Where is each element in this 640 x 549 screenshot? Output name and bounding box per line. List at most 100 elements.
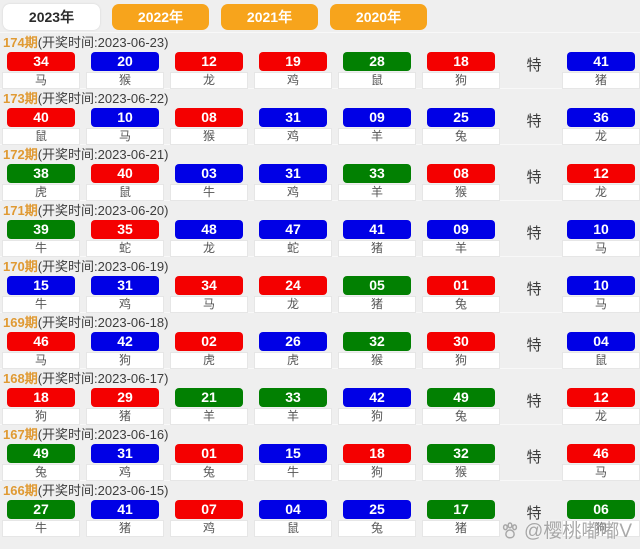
special-ball-cell: 06 狗 bbox=[562, 500, 640, 537]
number-ball: 31 bbox=[259, 108, 327, 127]
number-ball-cell: 30 狗 bbox=[422, 332, 500, 369]
year-tabbar: 2023年 2022年 2021年 2020年 bbox=[0, 0, 640, 32]
number-ball-cell: 12 龙 bbox=[170, 52, 248, 89]
number-ball: 18 bbox=[343, 444, 411, 463]
zodiac-label: 猴 bbox=[86, 72, 164, 89]
zodiac-label: 牛 bbox=[254, 464, 332, 481]
draw-header: 173期(开奖时间:2023-06-22) bbox=[0, 89, 640, 108]
number-ball: 40 bbox=[91, 164, 159, 183]
zodiac-label: 虎 bbox=[254, 352, 332, 369]
tab-year-2020[interactable]: 2020年 bbox=[330, 4, 427, 30]
zodiac-label: 猴 bbox=[170, 128, 248, 145]
number-ball: 21 bbox=[175, 388, 243, 407]
number-ball-cell: 41 猪 bbox=[338, 220, 416, 257]
number-ball-cell: 15 牛 bbox=[254, 444, 332, 481]
balls-row: 18 狗 29 猪 21 羊 33 羊 42 狗 49 兔特 12 龙 bbox=[0, 388, 640, 425]
zodiac-label: 牛 bbox=[2, 296, 80, 313]
special-marker: 特 bbox=[526, 393, 542, 410]
number-ball-cell: 47 蛇 bbox=[254, 220, 332, 257]
zodiac-label: 羊 bbox=[338, 128, 416, 145]
special-ball-cell: 36 龙 bbox=[562, 108, 640, 145]
balls-row: 46 马 42 狗 02 虎 26 虎 32 猴 30 狗特 04 鼠 bbox=[0, 332, 640, 369]
zodiac-label: 牛 bbox=[2, 240, 80, 257]
number-ball: 41 bbox=[91, 500, 159, 519]
number-ball: 10 bbox=[91, 108, 159, 127]
number-ball: 19 bbox=[259, 52, 327, 71]
special-marker: 特 bbox=[526, 57, 542, 74]
number-ball: 01 bbox=[427, 276, 495, 295]
number-ball-cell: 07 鸡 bbox=[170, 500, 248, 537]
zodiac-label: 鸡 bbox=[86, 296, 164, 313]
number-ball: 01 bbox=[175, 444, 243, 463]
number-ball-cell: 31 鸡 bbox=[254, 164, 332, 201]
number-ball: 25 bbox=[427, 108, 495, 127]
number-ball: 18 bbox=[7, 388, 75, 407]
number-ball: 49 bbox=[7, 444, 75, 463]
zodiac-label: 鸡 bbox=[254, 184, 332, 201]
zodiac-label: 猪 bbox=[86, 520, 164, 537]
number-ball-cell: 08 猴 bbox=[422, 164, 500, 201]
draw-header: 170期(开奖时间:2023-06-19) bbox=[0, 257, 640, 276]
draw-block: 167期(开奖时间:2023-06-16) 49 兔 31 鸡 01 兔 15 牛 18 狗 32 猴特… bbox=[0, 424, 640, 481]
zodiac-label: 龙 bbox=[170, 240, 248, 257]
zodiac-label: 马 bbox=[562, 240, 640, 257]
number-ball: 07 bbox=[175, 500, 243, 519]
number-ball: 20 bbox=[91, 52, 159, 71]
draw-period: 174期 bbox=[3, 35, 38, 50]
number-ball: 06 bbox=[567, 500, 635, 519]
zodiac-label: 狗 bbox=[86, 352, 164, 369]
balls-row: 15 牛 31 鸡 34 马 24 龙 05 猪 01 兔特 10 马 bbox=[0, 276, 640, 313]
draw-block: 174期(开奖时间:2023-06-23) 34 马 20 猴 12 龙 19 鸡 28 鼠 18 狗特… bbox=[0, 32, 640, 89]
number-ball: 04 bbox=[259, 500, 327, 519]
number-ball-cell: 25 兔 bbox=[338, 500, 416, 537]
number-ball-cell: 33 羊 bbox=[338, 164, 416, 201]
number-ball: 31 bbox=[91, 276, 159, 295]
number-ball: 34 bbox=[175, 276, 243, 295]
tab-year-2022[interactable]: 2022年 bbox=[112, 4, 209, 30]
draw-header: 168期(开奖时间:2023-06-17) bbox=[0, 369, 640, 388]
zodiac-label: 龙 bbox=[254, 296, 332, 313]
zodiac-label: 兔 bbox=[2, 464, 80, 481]
balls-row: 39 牛 35 蛇 48 龙 47 蛇 41 猪 09 羊特 10 马 bbox=[0, 220, 640, 257]
draw-header: 172期(开奖时间:2023-06-21) bbox=[0, 145, 640, 164]
number-ball-cell: 49 兔 bbox=[2, 444, 80, 481]
number-ball: 46 bbox=[567, 444, 635, 463]
number-ball: 41 bbox=[343, 220, 411, 239]
number-ball: 31 bbox=[259, 164, 327, 183]
number-ball-cell: 18 狗 bbox=[338, 444, 416, 481]
zodiac-label: 龙 bbox=[562, 128, 640, 145]
zodiac-label: 鸡 bbox=[170, 520, 248, 537]
draw-block: 173期(开奖时间:2023-06-22) 40 鼠 10 马 08 猴 31 鸡 09 羊 25 兔特… bbox=[0, 88, 640, 145]
number-ball: 12 bbox=[567, 164, 635, 183]
draw-time: (开奖时间:2023-06-15) bbox=[37, 483, 169, 498]
zodiac-label: 马 bbox=[2, 72, 80, 89]
draw-period: 173期 bbox=[3, 91, 38, 106]
number-ball: 08 bbox=[175, 108, 243, 127]
zodiac-label: 鼠 bbox=[86, 184, 164, 201]
number-ball: 10 bbox=[567, 220, 635, 239]
special-ball-cell: 10 马 bbox=[562, 220, 640, 257]
zodiac-label: 虎 bbox=[170, 352, 248, 369]
number-ball-cell: 05 猪 bbox=[338, 276, 416, 313]
zodiac-label: 兔 bbox=[170, 464, 248, 481]
zodiac-label: 羊 bbox=[254, 408, 332, 425]
zodiac-label: 蛇 bbox=[254, 240, 332, 257]
number-ball-cell: 31 鸡 bbox=[86, 444, 164, 481]
zodiac-label: 猪 bbox=[422, 520, 500, 537]
special-ball-cell: 10 马 bbox=[562, 276, 640, 313]
zodiac-label: 鸡 bbox=[254, 72, 332, 89]
zodiac-label: 狗 bbox=[422, 352, 500, 369]
number-ball-cell: 01 兔 bbox=[170, 444, 248, 481]
number-ball-cell: 20 猴 bbox=[86, 52, 164, 89]
zodiac-label: 猪 bbox=[86, 408, 164, 425]
draw-period: 171期 bbox=[3, 203, 38, 218]
number-ball-cell: 31 鸡 bbox=[254, 108, 332, 145]
number-ball: 25 bbox=[343, 500, 411, 519]
number-ball: 30 bbox=[427, 332, 495, 351]
number-ball: 08 bbox=[427, 164, 495, 183]
tab-year-2023[interactable]: 2023年 bbox=[3, 4, 100, 30]
special-marker: 特 bbox=[526, 505, 542, 522]
special-ball-cell: 12 龙 bbox=[562, 164, 640, 201]
number-ball: 18 bbox=[427, 52, 495, 71]
tab-year-2021[interactable]: 2021年 bbox=[221, 4, 318, 30]
